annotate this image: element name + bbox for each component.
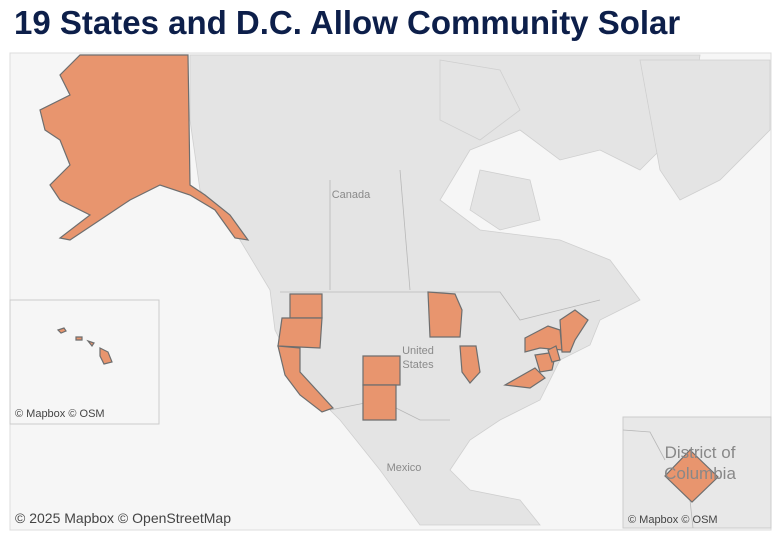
- alaska: [39, 54, 250, 241]
- country-label: Mexico: [387, 462, 422, 474]
- inset-label: District of: [665, 443, 736, 462]
- dc-inset: District of Columbia © Mapbox © OSM: [622, 416, 772, 529]
- illinois: [459, 345, 481, 384]
- inset-label: Columbia: [664, 464, 736, 483]
- colorado: [362, 355, 401, 386]
- attribution: © Mapbox © OSM: [15, 408, 105, 420]
- washington: [289, 293, 323, 319]
- new-mexico: [362, 384, 397, 421]
- attribution: © Mapbox © OSM: [628, 514, 718, 526]
- main-map: Canada United States Mexico © 2025 Mapbo…: [9, 52, 772, 531]
- title: 19 States and D.C. Allow Community Solar: [14, 4, 680, 41]
- country-label: United: [402, 345, 434, 357]
- virginia: [503, 367, 546, 389]
- attribution: © 2025 Mapbox © OpenStreetMap: [15, 510, 231, 526]
- hawaii: [56, 327, 113, 365]
- minnesota: [427, 291, 463, 338]
- country-label: Canada: [332, 189, 371, 201]
- oregon: [277, 317, 323, 349]
- new-england: [559, 309, 589, 353]
- maine: [547, 345, 561, 363]
- hawaii-inset: © Mapbox © OSM: [9, 299, 160, 425]
- california: [277, 345, 335, 413]
- country-label: States: [402, 359, 434, 371]
- district-of-columbia: [664, 449, 719, 503]
